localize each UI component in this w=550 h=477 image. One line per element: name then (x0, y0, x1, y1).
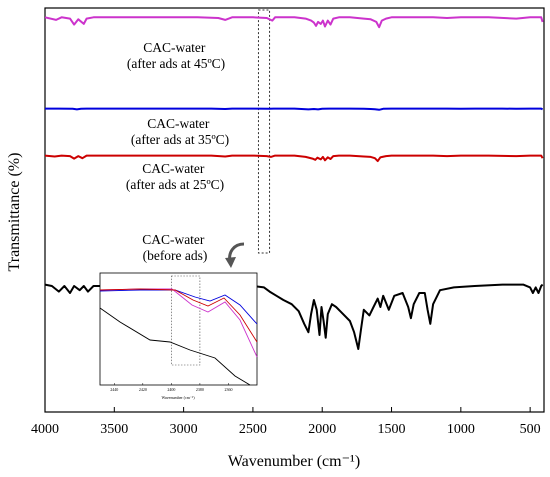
inset-curve-red (99, 288, 258, 343)
annotation-before-ads-line1: CAC-water (142, 232, 205, 247)
x-tick-label: 2500 (239, 422, 267, 437)
annotation-45c-line2: (after ads at 45ºC) (127, 56, 225, 71)
x-axis-ticks: 4000 3500 3000 2500 2000 1500 1000 500 (31, 407, 541, 437)
annotation-before-ads-line2: (before ads) (143, 248, 208, 263)
inset-curve-blue (99, 289, 258, 325)
highlight-region-box (257, 9, 271, 254)
inset-x-ticks: 2440 2420 2400 2380 2360 (110, 383, 232, 392)
series-line-2 (44, 154, 544, 163)
x-tick-label: 1500 (378, 422, 406, 437)
series-line-1 (45, 107, 544, 111)
annotation-before-ads: CAC-water (before ads) (142, 232, 208, 263)
inset-x-axis-title: Wavenumber (cm⁻¹) (161, 395, 195, 400)
series-line-0 (44, 16, 544, 29)
inset-x-tick-label: 2400 (167, 387, 175, 392)
x-tick-label: 3500 (100, 422, 128, 437)
x-tick-label: 500 (520, 422, 541, 437)
annotation-35c-line2: (after ads at 35ºC) (131, 132, 229, 147)
annotation-35c-line1: CAC-water (147, 116, 210, 131)
x-tick-label: 3000 (170, 422, 198, 437)
inset-zoom-plot: 2440 2420 2400 2380 2360 Wavenumber (cm⁻¹) (99, 272, 258, 400)
annotation-45c: CAC-water (after ads at 45ºC) (127, 40, 225, 71)
x-tick-label: 1000 (447, 422, 475, 437)
curved-arrow-icon (225, 242, 245, 268)
annotation-45c-line1: CAC-water (143, 40, 206, 55)
annotation-35c: CAC-water (after ads at 35ºC) (131, 116, 229, 147)
inset-curve-black (99, 307, 251, 386)
inset-highlight-box (171, 275, 201, 366)
inset-frame (99, 272, 258, 386)
annotation-25c-line1: CAC-water (142, 161, 205, 176)
inset-x-tick-label: 2420 (139, 387, 147, 392)
annotation-25c: CAC-water (after ads at 25ºC) (126, 161, 224, 192)
x-axis-title: Wavenumber (cm⁻¹) (228, 453, 360, 470)
y-axis-title: Transmittance (%) (6, 153, 23, 272)
inset-x-tick-label: 2440 (110, 387, 118, 392)
annotation-25c-line2: (after ads at 25ºC) (126, 177, 224, 192)
plot-frame (44, 7, 545, 413)
inset-x-tick-label: 2360 (224, 387, 232, 392)
x-tick-label: 4000 (31, 422, 59, 437)
inset-x-tick-label: 2380 (196, 387, 204, 392)
x-tick-label: 2000 (308, 422, 336, 437)
